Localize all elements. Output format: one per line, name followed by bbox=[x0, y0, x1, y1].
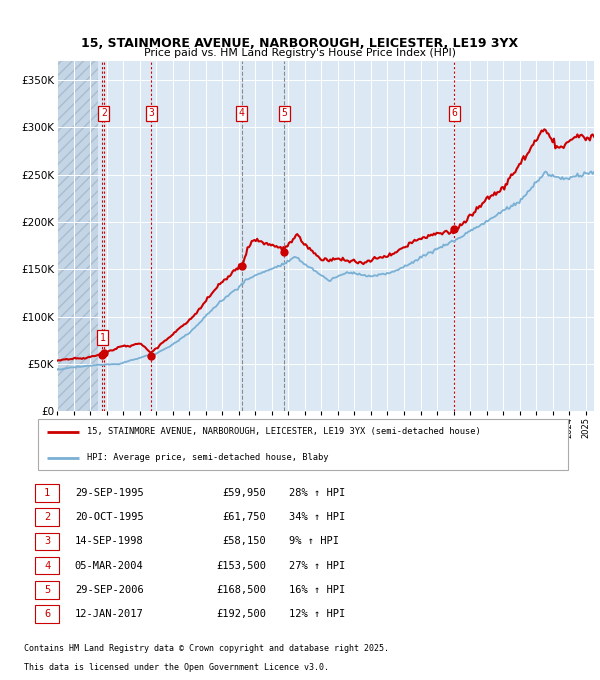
Text: £61,750: £61,750 bbox=[223, 512, 266, 522]
Text: 5: 5 bbox=[44, 585, 50, 595]
Text: 29-SEP-1995: 29-SEP-1995 bbox=[75, 488, 143, 498]
Text: 1: 1 bbox=[100, 333, 106, 343]
Text: £59,950: £59,950 bbox=[223, 488, 266, 498]
Text: 29-SEP-2006: 29-SEP-2006 bbox=[75, 585, 143, 595]
Text: 4: 4 bbox=[44, 560, 50, 571]
Text: HPI: Average price, semi-detached house, Blaby: HPI: Average price, semi-detached house,… bbox=[87, 453, 329, 462]
Text: £192,500: £192,500 bbox=[217, 609, 266, 619]
Text: 28% ↑ HPI: 28% ↑ HPI bbox=[289, 488, 346, 498]
FancyBboxPatch shape bbox=[35, 532, 59, 550]
Text: 27% ↑ HPI: 27% ↑ HPI bbox=[289, 560, 346, 571]
Text: 4: 4 bbox=[239, 108, 245, 118]
FancyBboxPatch shape bbox=[38, 418, 568, 471]
Text: 05-MAR-2004: 05-MAR-2004 bbox=[75, 560, 143, 571]
Text: 6: 6 bbox=[44, 609, 50, 619]
Text: 2: 2 bbox=[101, 108, 107, 118]
Text: 14-SEP-1998: 14-SEP-1998 bbox=[75, 537, 143, 547]
Text: 9% ↑ HPI: 9% ↑ HPI bbox=[289, 537, 339, 547]
Text: 15, STAINMORE AVENUE, NARBOROUGH, LEICESTER, LE19 3YX: 15, STAINMORE AVENUE, NARBOROUGH, LEICES… bbox=[82, 37, 518, 50]
Text: 5: 5 bbox=[281, 108, 287, 118]
Text: £153,500: £153,500 bbox=[217, 560, 266, 571]
Text: 12% ↑ HPI: 12% ↑ HPI bbox=[289, 609, 346, 619]
Text: 2: 2 bbox=[44, 512, 50, 522]
Text: 12-JAN-2017: 12-JAN-2017 bbox=[75, 609, 143, 619]
FancyBboxPatch shape bbox=[35, 484, 59, 502]
Text: 20-OCT-1995: 20-OCT-1995 bbox=[75, 512, 143, 522]
Text: Contains HM Land Registry data © Crown copyright and database right 2025.: Contains HM Land Registry data © Crown c… bbox=[24, 644, 389, 653]
Text: 6: 6 bbox=[451, 108, 457, 118]
Text: 1: 1 bbox=[44, 488, 50, 498]
Text: 16% ↑ HPI: 16% ↑ HPI bbox=[289, 585, 346, 595]
FancyBboxPatch shape bbox=[35, 605, 59, 623]
Text: £58,150: £58,150 bbox=[223, 537, 266, 547]
FancyBboxPatch shape bbox=[35, 509, 59, 526]
Text: Price paid vs. HM Land Registry's House Price Index (HPI): Price paid vs. HM Land Registry's House … bbox=[144, 48, 456, 58]
FancyBboxPatch shape bbox=[35, 581, 59, 598]
Bar bbox=[57, 61, 98, 411]
Text: 3: 3 bbox=[44, 537, 50, 547]
Text: 3: 3 bbox=[148, 108, 154, 118]
Text: 15, STAINMORE AVENUE, NARBOROUGH, LEICESTER, LE19 3YX (semi-detached house): 15, STAINMORE AVENUE, NARBOROUGH, LEICES… bbox=[87, 428, 481, 437]
FancyBboxPatch shape bbox=[35, 557, 59, 575]
Text: 34% ↑ HPI: 34% ↑ HPI bbox=[289, 512, 346, 522]
Text: This data is licensed under the Open Government Licence v3.0.: This data is licensed under the Open Gov… bbox=[24, 664, 329, 673]
Text: £168,500: £168,500 bbox=[217, 585, 266, 595]
